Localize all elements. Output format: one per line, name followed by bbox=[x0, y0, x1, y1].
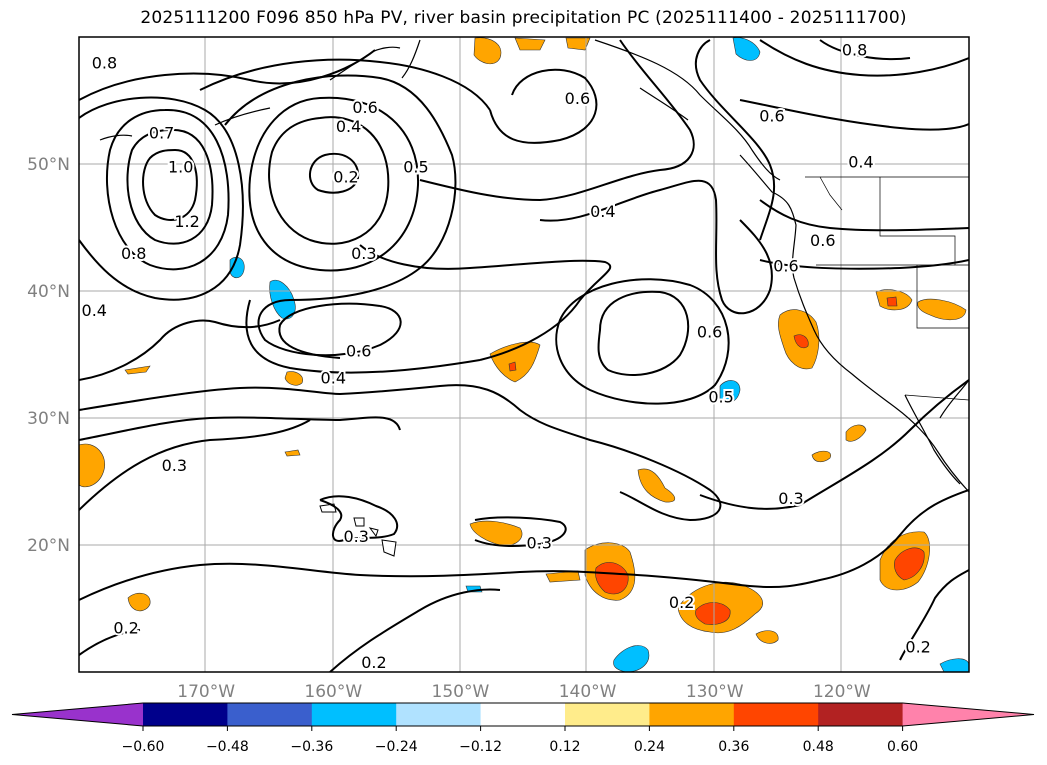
colorbar-extend-max bbox=[902, 703, 1034, 726]
colorbar-tick-label: −0.36 bbox=[290, 739, 333, 755]
contour-label: 0.6 bbox=[697, 323, 722, 342]
colorbar-segment bbox=[480, 703, 566, 726]
contour-label: 0.5 bbox=[708, 387, 733, 406]
colorbar-segment bbox=[649, 703, 735, 726]
colorbar-segment bbox=[818, 703, 904, 726]
colorbar-segment bbox=[733, 703, 819, 726]
contour-label: 0.4 bbox=[82, 301, 107, 320]
islands bbox=[319, 503, 397, 557]
longitude-tick-label: 120°W bbox=[813, 682, 871, 702]
colorbar-segment bbox=[396, 703, 482, 726]
colorbar-tick-label: 0.48 bbox=[803, 739, 834, 755]
political-borders bbox=[805, 176, 969, 401]
colorbar-tick-label: 0.12 bbox=[549, 739, 580, 755]
longitude-tick-label: 140°W bbox=[559, 682, 617, 702]
contour-label: 0.4 bbox=[321, 368, 346, 387]
contour-label: 0.2 bbox=[333, 168, 358, 187]
colorbar-segment bbox=[227, 703, 313, 726]
longitude-axis: 170°W 160°W 150°W 140°W 130°W 120°W bbox=[177, 682, 871, 702]
contour-label: 0.3 bbox=[162, 456, 187, 475]
colorbar-extend-min bbox=[12, 703, 143, 726]
map-frame bbox=[78, 36, 970, 673]
colorbar-tick-label: 0.60 bbox=[887, 739, 918, 755]
latitude-tick-label: 50°N bbox=[27, 155, 70, 175]
colorbar-segment bbox=[565, 703, 650, 726]
contour-label: 0.6 bbox=[565, 89, 590, 108]
latitude-axis: 50°N 40°N 30°N 20°N bbox=[27, 155, 70, 556]
contour-label: 0.2 bbox=[669, 593, 694, 612]
contour-label: 0.4 bbox=[590, 202, 615, 221]
contour-label: 0.4 bbox=[336, 117, 361, 136]
colorbar-tick-label: −0.60 bbox=[122, 739, 165, 755]
longitude-tick-label: 130°W bbox=[686, 682, 744, 702]
contour-label: 0.6 bbox=[810, 231, 835, 250]
contour-label: 0.4 bbox=[848, 152, 873, 171]
contour-label: 0.6 bbox=[773, 257, 798, 276]
contour-label: 0.8 bbox=[92, 53, 117, 72]
contour-label: 0.6 bbox=[759, 107, 784, 126]
colorbar-tick-label: −0.48 bbox=[206, 739, 249, 755]
longitude-tick-label: 160°W bbox=[304, 682, 362, 702]
precip-negative-areas bbox=[229, 37, 969, 672]
contour-label: 0.2 bbox=[113, 619, 138, 638]
colorbar-segment bbox=[311, 703, 397, 726]
longitude-tick-label: 170°W bbox=[177, 682, 235, 702]
contour-label: 0.6 bbox=[352, 98, 377, 117]
pv-contours bbox=[79, 39, 969, 672]
contour-label: 0.7 bbox=[149, 123, 174, 142]
contour-label: 0.2 bbox=[905, 638, 930, 657]
colorbar-tick-label: −0.12 bbox=[459, 739, 502, 755]
contour-label: 1.2 bbox=[174, 212, 199, 231]
colorbar-ticks: −0.60 −0.48 −0.36 −0.24 −0.12 0.12 0.24 0.36 0.4… bbox=[122, 726, 918, 755]
map-gridlines bbox=[79, 37, 969, 672]
contour-label: 0.3 bbox=[778, 489, 803, 508]
latitude-tick-label: 20°N bbox=[27, 536, 70, 556]
contour-labels: 0.80.71.01.20.80.40.60.40.20.30.50.60.40… bbox=[80, 39, 933, 674]
colorbar-segment bbox=[143, 703, 228, 726]
contour-label: 0.2 bbox=[361, 653, 386, 672]
longitude-tick-label: 150°W bbox=[432, 682, 490, 702]
contour-label: 0.6 bbox=[346, 342, 371, 361]
map-title: 2025111200 F096 850 hPa PV, river basin … bbox=[140, 8, 907, 28]
contour-label: 0.3 bbox=[351, 244, 376, 263]
contour-label: 1.0 bbox=[168, 158, 193, 177]
contour-label: 0.3 bbox=[343, 527, 368, 546]
colorbar-tick-label: −0.24 bbox=[375, 739, 418, 755]
colorbar-tick-label: 0.36 bbox=[718, 739, 749, 755]
latitude-tick-label: 30°N bbox=[27, 409, 70, 429]
colorbar bbox=[11, 702, 1035, 727]
precip-positive-areas bbox=[79, 37, 967, 644]
contour-label: 0.3 bbox=[527, 533, 552, 552]
latitude-tick-label: 40°N bbox=[27, 282, 70, 302]
contour-label: 0.5 bbox=[403, 158, 428, 177]
contour-label: 0.8 bbox=[121, 244, 146, 263]
colorbar-tick-label: 0.24 bbox=[634, 739, 665, 755]
contour-label: 0.8 bbox=[842, 41, 867, 60]
